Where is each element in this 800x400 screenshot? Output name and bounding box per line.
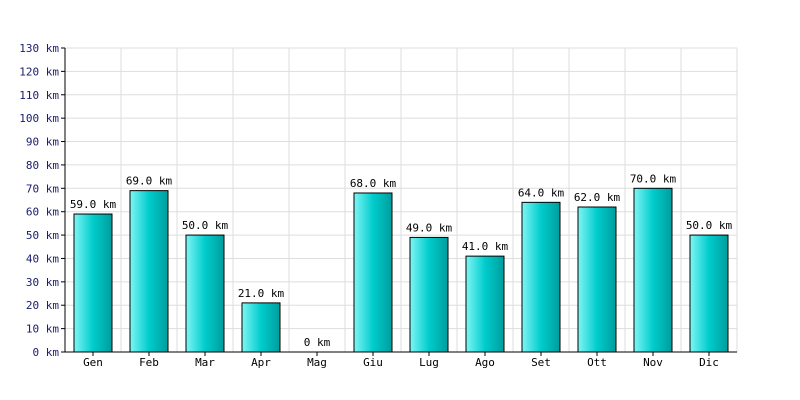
y-tick-label: 110 km (19, 89, 59, 102)
bar-value-label: 68.0 km (350, 177, 397, 190)
bar-ott (577, 206, 617, 353)
bar-nov (633, 187, 673, 353)
y-tick-label: 100 km (19, 112, 59, 125)
bar-lug (409, 236, 449, 353)
x-tick-label: Dic (699, 356, 719, 369)
x-tick-label: Nov (643, 356, 663, 369)
bar-value-label: 69.0 km (126, 175, 173, 188)
bar-apr (241, 302, 281, 353)
x-tick-label: Apr (251, 356, 271, 369)
bar-value-label: 70.0 km (630, 172, 677, 185)
x-axis-tick-labels: Gen Feb Mar Apr Mag Giu Lug Ago Set Ott Nov Dic (83, 356, 719, 369)
x-tick-label: Ago (475, 356, 495, 369)
bar-value-labels: 59.0 km 69.0 km 50.0 km 21.0 km 0 km 68.0 km 4… (70, 172, 733, 349)
bar-value-label: 50.0 km (182, 219, 229, 232)
bar-value-label: 41.0 km (462, 240, 509, 253)
y-tick-label: 30 km (26, 276, 59, 289)
bar-feb (129, 190, 169, 353)
x-tick-label: Set (531, 356, 551, 369)
bar-value-label: 0 km (304, 336, 331, 349)
axes (61, 47, 737, 356)
y-tick-label: 120 km (19, 65, 59, 78)
bar-mar (185, 234, 225, 353)
bar-dic (689, 234, 729, 353)
x-tick-label: Mar (195, 356, 215, 369)
y-tick-label: 20 km (26, 299, 59, 312)
y-tick-label: 90 km (26, 136, 59, 149)
bar-value-label: 62.0 km (574, 191, 621, 204)
bar-value-label: 64.0 km (518, 186, 565, 199)
bar-value-label: 21.0 km (238, 287, 285, 300)
x-tick-label: Ott (587, 356, 607, 369)
x-tick-label: Feb (139, 356, 159, 369)
x-tick-label: Giu (363, 356, 383, 369)
y-tick-label: 80 km (26, 159, 59, 172)
bar-ago (465, 255, 505, 353)
y-tick-label: 50 km (26, 229, 59, 242)
y-tick-label: 70 km (26, 182, 59, 195)
bar-gen (73, 213, 113, 353)
y-tick-label: 40 km (26, 252, 59, 265)
bar-value-label: 50.0 km (686, 219, 733, 232)
x-tick-label: Lug (419, 356, 439, 369)
y-tick-label: 0 km (33, 346, 60, 359)
grid-lines (64, 47, 738, 353)
x-tick-label: Gen (83, 356, 103, 369)
bar-value-label: 59.0 km (70, 198, 117, 211)
y-tick-label: 10 km (26, 323, 59, 336)
y-tick-label: 130 km (19, 42, 59, 55)
y-axis-tick-labels: 0 km 10 km 20 km 30 km 40 km 50 km 60 km 70 km 8… (19, 42, 59, 359)
x-tick-label: Mag (307, 356, 327, 369)
bar-set (521, 201, 561, 353)
bar-giu (353, 192, 393, 353)
y-tick-label: 60 km (26, 206, 59, 219)
bar-value-label: 49.0 km (406, 221, 453, 234)
